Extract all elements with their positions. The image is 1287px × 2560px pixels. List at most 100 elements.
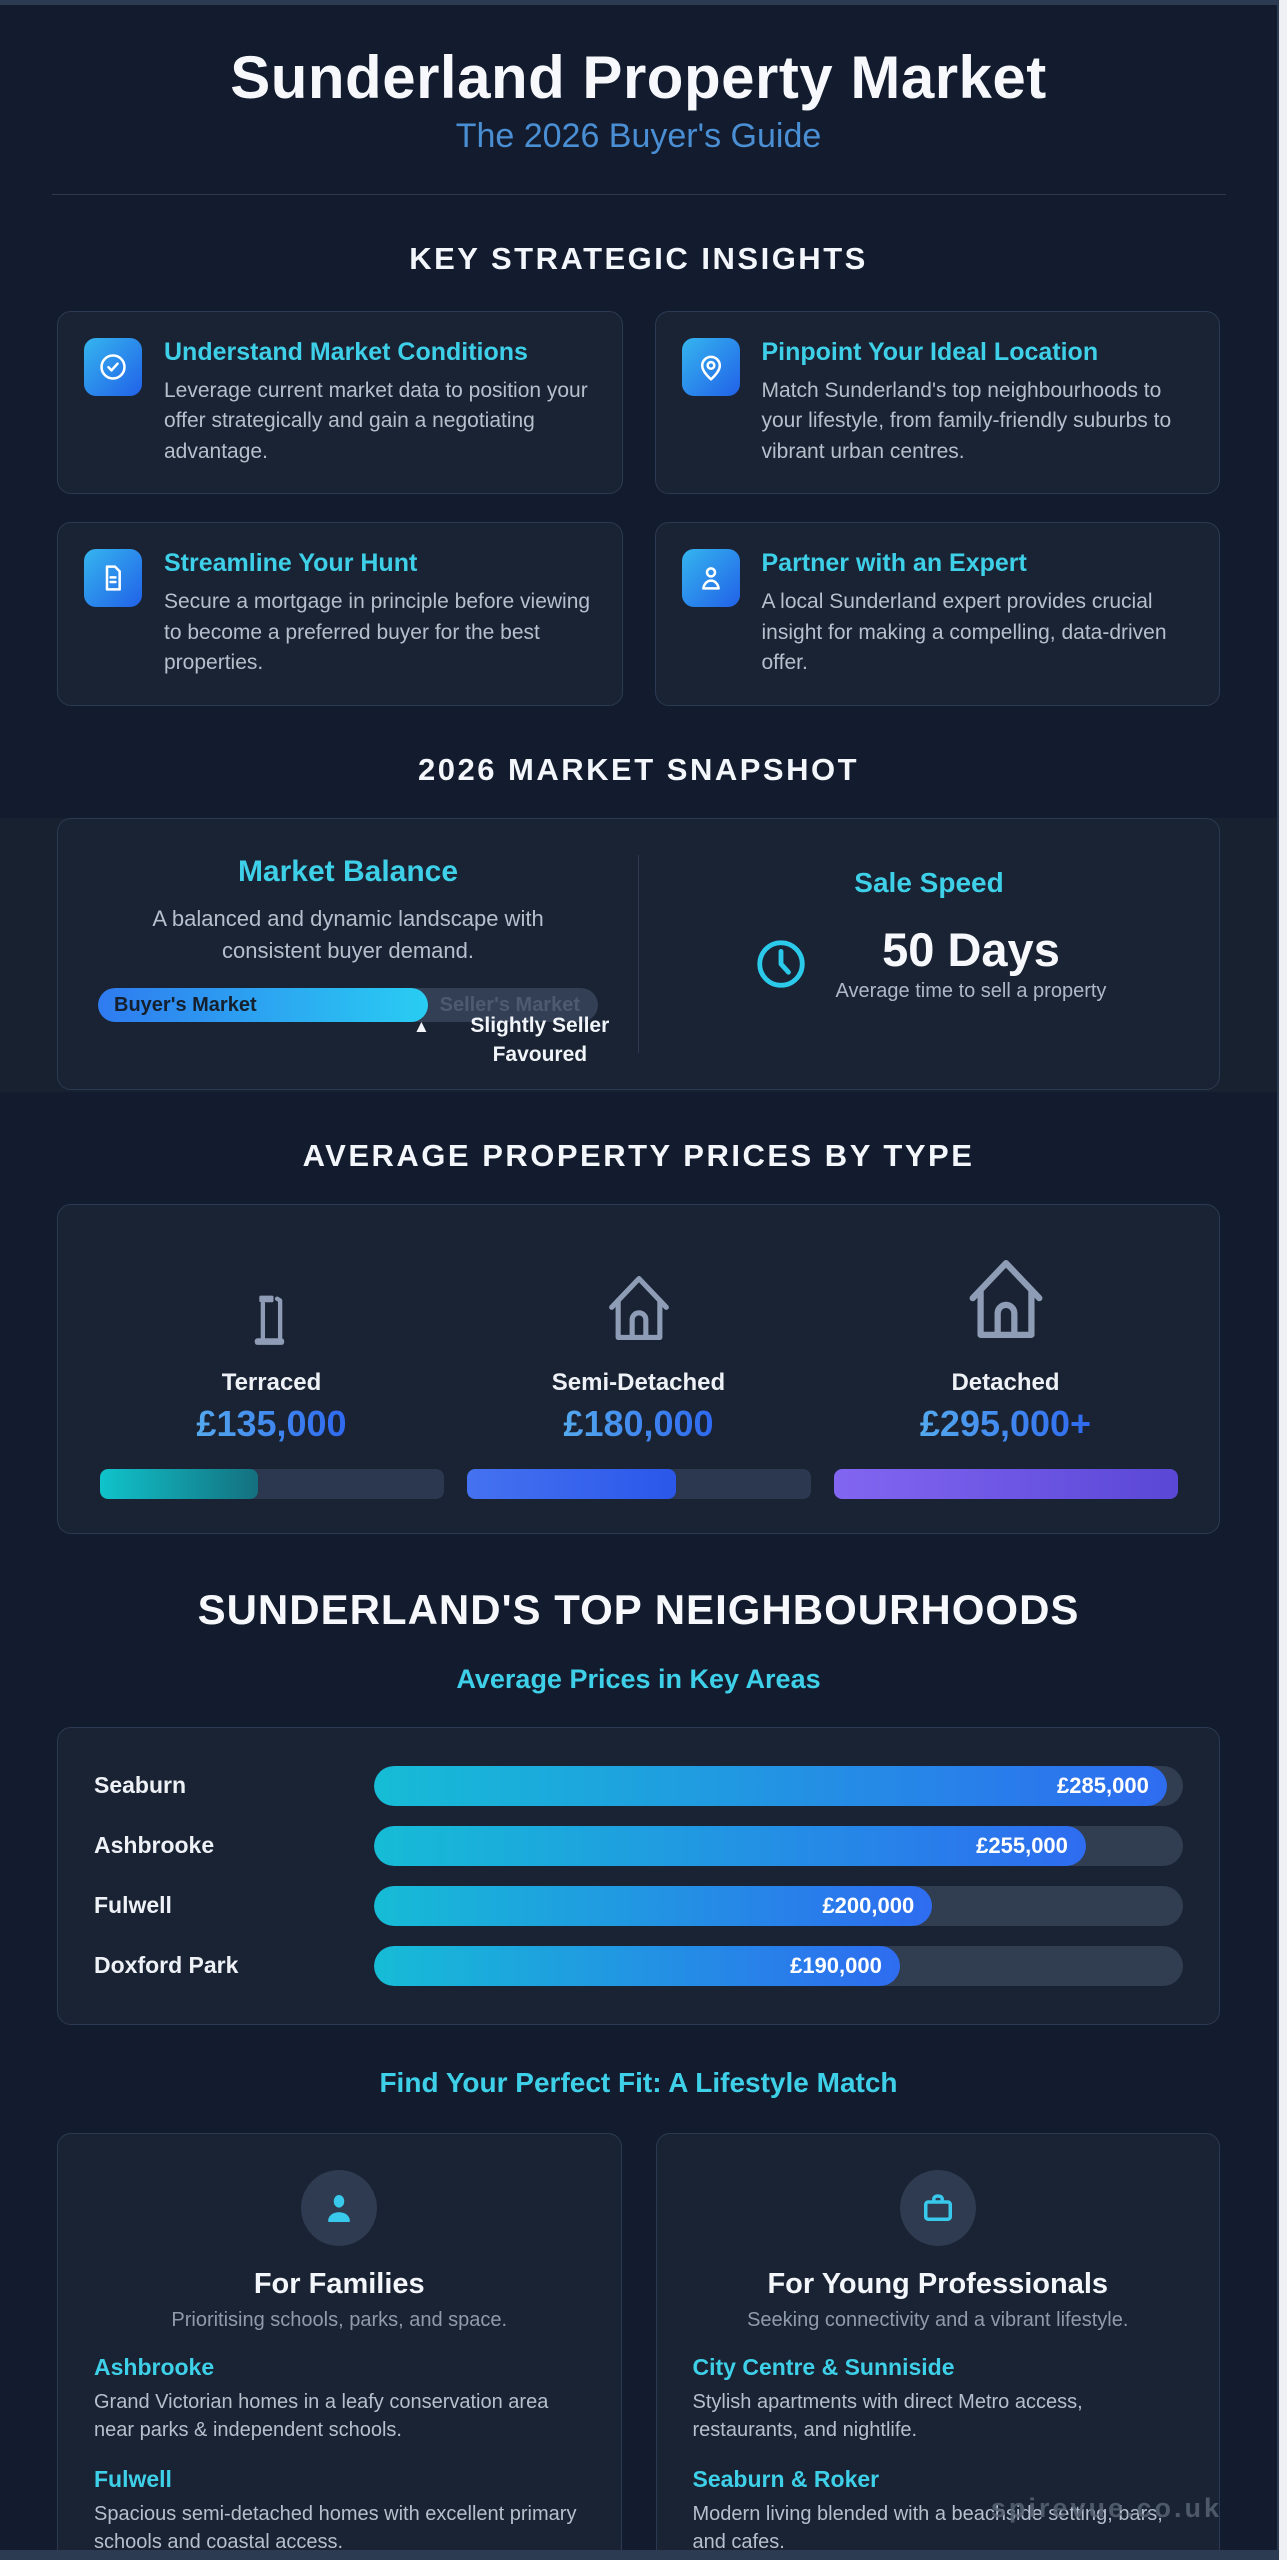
document-icon (84, 549, 142, 608)
lifestyle-section: Seaburn & Roker Modern living blended wi… (692, 2465, 1184, 2553)
price-type-label: Semi-Detached (551, 1368, 726, 1396)
bar-fill: £200,000 (374, 1885, 933, 1926)
neighbourhoods-chart-card: Seaburn £285,000 Ashbrooke £255,000 Fulw… (57, 1726, 1220, 2025)
bar-fill: £255,000 (374, 1825, 1086, 1866)
price-bar-track (99, 1468, 444, 1499)
bar-fill: £285,000 (374, 1765, 1167, 1806)
sale-speed-stat: 50 Days Average time to sell a property (835, 922, 1107, 1003)
insight-card-streamline-hunt: Streamline Your Hunt Secure a mortgage i… (57, 522, 623, 706)
lifestyle-area-body: Stylish apartments with direct Metro acc… (692, 2390, 1083, 2441)
lifestyle-title: For Families (253, 2267, 425, 2300)
bar-label: Seaburn (94, 1772, 187, 1799)
lifestyle-subtitle: Seeking connectivity and a vibrant lifes… (747, 2308, 1129, 2331)
sale-speed-value: 50 Days (882, 922, 1060, 976)
prices-card: Terraced £135,000 Semi-Detached £180,000… (57, 1203, 1220, 1534)
semi-detached-house-icon (598, 1239, 680, 1351)
bar-track: £190,000 (374, 1945, 1183, 1986)
insight-body: A local Sunderland expert provides cruci… (761, 590, 1167, 675)
terraced-house-icon (241, 1239, 303, 1351)
price-value: £180,000 (563, 1402, 714, 1444)
bar-track: £200,000 (374, 1885, 1183, 1926)
insight-card-market-conditions: Understand Market Conditions Leverage cu… (57, 311, 623, 495)
sale-speed-title: Sale Speed (854, 866, 1004, 898)
price-bar-track (466, 1468, 811, 1499)
detached-house-icon (956, 1239, 1056, 1351)
sale-speed-row: 50 Days Average time to sell a property (752, 922, 1107, 1003)
page-title: Sunderland Property Market (230, 44, 1047, 111)
insights-heading: KEY STRATEGIC INSIGHTS (409, 241, 868, 276)
price-type-label: Detached (951, 1368, 1060, 1396)
lifestyle-area-name: Fulwell (94, 2465, 172, 2492)
person-icon (681, 549, 740, 608)
bar-value: £285,000 (1057, 1772, 1149, 1798)
lifestyle-section: City Centre & Sunniside Stylish apartmen… (693, 2354, 1184, 2444)
lifestyle-area-body: Spacious semi-detached homes with excell… (94, 2502, 577, 2553)
insight-title: Pinpoint Your Ideal Location (761, 338, 1099, 366)
lifestyle-area-name: Seaburn & Roker (692, 2465, 880, 2492)
snapshot-heading: 2026 MARKET SNAPSHOT (417, 751, 860, 787)
insight-body: Match Sunderland's top neighbourhoods to… (761, 379, 1172, 463)
insight-text: Streamline Your Hunt Secure a mortgage i… (164, 549, 596, 678)
lifestyle-card-families: For Families Prioritising schools, parks… (57, 2132, 622, 2553)
price-value: £295,000+ (919, 1402, 1092, 1444)
gauge-fill: Buyer's Market (98, 988, 428, 1023)
insight-text: Understand Market Conditions Leverage cu… (164, 338, 596, 467)
market-balance-gauge: Seller's Market Buyer's Market ▲ Slightl… (98, 988, 609, 1084)
price-bar-track (833, 1468, 1178, 1499)
lifestyle-card-young-professionals: For Young Professionals Seeking connecti… (655, 2132, 1220, 2553)
insight-title: Understand Market Conditions (164, 338, 528, 366)
insights-grid: Understand Market Conditions Leverage cu… (57, 311, 1220, 706)
bar-row-seaburn: Seaburn £285,000 (94, 1765, 1183, 1806)
location-pin-icon (681, 338, 740, 396)
bar-row-doxford-park: Doxford Park £190,000 (94, 1945, 1183, 1986)
gauge-marker-label: Slightly Seller Favoured (470, 1014, 610, 1066)
gauge-buyers-label: Buyer's Market (114, 994, 257, 1017)
price-column-semi-detached: Semi-Detached £180,000 (455, 1239, 822, 1499)
market-balance-body: A balanced and dynamic landscape with co… (152, 905, 544, 963)
market-balance-panel: Market Balance A balanced and dynamic la… (58, 819, 638, 1089)
insight-text: Pinpoint Your Ideal Location Match Sunde… (762, 338, 1194, 467)
snapshot-card: Market Balance A balanced and dynamic la… (57, 817, 1220, 1090)
lifestyle-grid: For Families Prioritising schools, parks… (57, 2132, 1220, 2553)
price-type-label: Terraced (221, 1368, 322, 1396)
gauge-track: Seller's Market Buyer's Market (98, 988, 598, 1023)
insight-body: Secure a mortgage in principle before vi… (164, 590, 591, 675)
triangle-up-icon: ▲ (413, 1017, 430, 1037)
header-divider (51, 194, 1226, 195)
sale-speed-caption: Average time to sell a property (835, 979, 1107, 1002)
lifestyle-section: Fulwell Spacious semi-detached homes wit… (94, 2465, 585, 2553)
bar-track: £255,000 (374, 1825, 1183, 1866)
neighbourhoods-heading: SUNDERLAND'S TOP NEIGHBOURHOODS (197, 1585, 1080, 1633)
insight-card-ideal-location: Pinpoint Your Ideal Location Match Sunde… (654, 311, 1220, 495)
price-value: £135,000 (196, 1402, 347, 1444)
lifestyle-area-body: Grand Victorian homes in a leafy conserv… (94, 2390, 549, 2441)
briefcase-icon (899, 2169, 976, 2246)
insight-title: Streamline Your Hunt (164, 549, 418, 578)
price-bar-fill (833, 1468, 1178, 1499)
bar-value: £200,000 (822, 1892, 915, 1918)
lifestyle-area-body: Modern living blended with a beachside s… (692, 2502, 1163, 2553)
insight-text: Partner with an Expert A local Sunderlan… (762, 549, 1194, 678)
bar-row-ashbrooke: Ashbrooke £255,000 (94, 1825, 1183, 1866)
price-column-terraced: Terraced £135,000 (88, 1239, 455, 1499)
bar-label: Doxford Park (94, 1952, 239, 1979)
bar-track: £285,000 (374, 1765, 1183, 1806)
bar-value: £255,000 (976, 1832, 1068, 1858)
watermark: spirevue.co.uk (990, 2493, 1222, 2523)
price-bar-fill (99, 1468, 258, 1499)
prices-heading: AVERAGE PROPERTY PRICES BY TYPE (302, 1137, 975, 1173)
neighbourhoods-subheading: Average Prices in Key Areas (456, 1663, 821, 1694)
sale-speed-panel: Sale Speed 50 Days Average time to sell … (639, 819, 1219, 1089)
lifestyle-section: Ashbrooke Grand Victorian homes in a lea… (94, 2354, 585, 2444)
lifestyle-title: For Young Professionals (767, 2267, 1109, 2300)
insight-title: Partner with an Expert (761, 549, 1027, 578)
market-balance-title: Market Balance (237, 854, 459, 888)
bar-fill: £190,000 (374, 1945, 900, 1986)
check-circle-icon (84, 338, 142, 396)
price-column-detached: Detached £295,000+ (822, 1239, 1189, 1499)
lifestyle-heading: Find Your Perfect Fit: A Lifestyle Match (379, 2066, 898, 2098)
snapshot-band: Market Balance A balanced and dynamic la… (0, 817, 1277, 1092)
lifestyle-area-name: City Centre & Sunniside (692, 2353, 955, 2380)
clock-icon (752, 935, 810, 993)
